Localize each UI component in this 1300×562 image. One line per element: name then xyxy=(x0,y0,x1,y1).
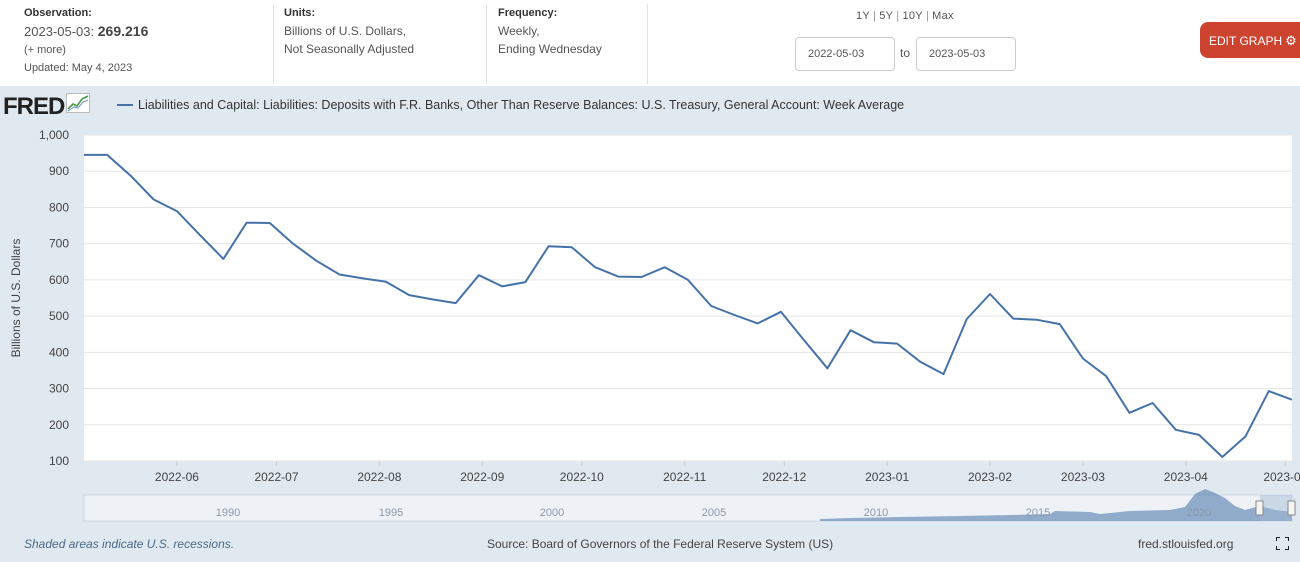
y-tick-label: 1,000 xyxy=(39,128,69,142)
time-navigator[interactable]: 1990 1995 2000 2005 2010 2015 2020 xyxy=(83,489,1296,522)
units-panel: Units: Billions of U.S. Dollars, Not Sea… xyxy=(284,4,414,58)
x-tick-label: 2022-07 xyxy=(254,470,298,484)
navigator-year-label: 2005 xyxy=(702,507,726,519)
observation-value: 269.216 xyxy=(97,23,149,39)
y-tick-label: 500 xyxy=(49,309,69,323)
y-tick-label: 700 xyxy=(49,237,69,251)
legend-swatch xyxy=(117,103,133,106)
range-max[interactable]: Max xyxy=(932,10,954,22)
divider xyxy=(647,4,648,84)
y-tick-label: 800 xyxy=(49,200,69,214)
divider xyxy=(273,4,274,84)
navigator-right-handle[interactable] xyxy=(1287,500,1296,516)
x-tick-label: 2022-12 xyxy=(762,470,806,484)
frequency-label: Frequency: xyxy=(498,7,558,19)
observation-line: 2023-05-03: 269.216 xyxy=(24,22,148,41)
navigator-year-label: 2020 xyxy=(1187,507,1211,519)
frequency-panel: Frequency: Weekly, Ending Wednesday xyxy=(498,4,602,58)
navigator-year-label: 2000 xyxy=(540,507,564,519)
range-5y[interactable]: 5Y xyxy=(879,10,894,22)
x-tick-label: 2023-04 xyxy=(1164,470,1208,484)
more-link[interactable]: (+ more) xyxy=(24,44,66,56)
fred-logo-text: FRED xyxy=(3,93,65,120)
y-axis-label: Billions of U.S. Dollars xyxy=(9,239,23,358)
info-bar: Observation: 2023-05-03: 269.216 (+ more… xyxy=(0,0,1300,86)
navigator-year-label: 1990 xyxy=(216,507,240,519)
fred-url-link[interactable]: fred.stlouisfed.org xyxy=(1138,537,1234,551)
y-tick-label: 900 xyxy=(49,164,69,178)
fullscreen-icon[interactable] xyxy=(1276,537,1289,550)
observation-panel: Observation: 2023-05-03: 269.216 (+ more… xyxy=(24,4,148,77)
navigator-window[interactable] xyxy=(1260,495,1292,521)
fred-chart-icon xyxy=(66,93,91,113)
edit-graph-button[interactable]: EDIT GRAPH ⚙ xyxy=(1200,22,1300,58)
units-line-1: Billions of U.S. Dollars, xyxy=(284,24,407,38)
fred-logo: FRED xyxy=(3,93,91,121)
observation-label: Observation: xyxy=(24,7,92,19)
y-tick-label: 400 xyxy=(49,345,69,359)
navigator-area xyxy=(820,489,1292,521)
gear-icon: ⚙ xyxy=(1285,33,1297,48)
x-tick-label: 2023-03 xyxy=(1061,470,1105,484)
recession-note: Shaded areas indicate U.S. recessions. xyxy=(24,537,235,551)
series-legend: Liabilities and Capital: Liabilities: De… xyxy=(117,98,904,112)
plot-area xyxy=(84,135,1292,461)
y-tick-label: 200 xyxy=(49,418,69,432)
x-tick-label: 2023-02 xyxy=(968,470,1012,484)
range-10y[interactable]: 10Y xyxy=(902,10,923,22)
end-date-input[interactable]: 2023-05-03 xyxy=(916,37,1016,71)
observation-date: 2023-05-03: xyxy=(24,24,95,39)
range-1y[interactable]: 1Y xyxy=(856,10,871,22)
x-tick-label: 2023-05 xyxy=(1263,470,1300,484)
y-tick-label: 300 xyxy=(49,382,69,396)
source-note: Source: Board of Governors of the Federa… xyxy=(487,537,834,551)
date-to-label: to xyxy=(900,46,911,60)
updated-date: Updated: May 4, 2023 xyxy=(24,62,133,74)
x-tick-label: 2023-01 xyxy=(865,470,909,484)
navigator-year-label: 2010 xyxy=(864,507,888,519)
x-tick-label: 2022-08 xyxy=(357,470,401,484)
navigator-left-handle[interactable] xyxy=(1255,500,1264,516)
range-selector: 1Y | 5Y | 10Y | Max xyxy=(856,10,954,22)
navigator-year-label: 1995 xyxy=(379,507,403,519)
y-tick-label: 600 xyxy=(49,273,69,287)
edit-graph-label: EDIT GRAPH xyxy=(1209,34,1283,48)
navigator-year-label: 2015 xyxy=(1026,507,1050,519)
chart-container: FRED Liabilities and Capital: Liabilitie… xyxy=(0,86,1300,562)
y-tick-label: 100 xyxy=(49,454,69,468)
x-tick-label: 2022-11 xyxy=(663,470,706,484)
line-chart: 100 200 300 400 500 600 700 800 900 1,000 2022-06… xyxy=(9,128,1300,522)
series-title-text: Liabilities and Capital: Liabilities: De… xyxy=(138,98,905,112)
divider xyxy=(486,4,487,84)
x-tick-label: 2022-09 xyxy=(460,470,504,484)
series-line xyxy=(84,153,1293,458)
start-date-input[interactable]: 2022-05-03 xyxy=(795,37,895,71)
units-line-2: Not Seasonally Adjusted xyxy=(284,42,415,56)
units-label: Units: xyxy=(284,7,316,19)
x-tick-label: 2022-10 xyxy=(560,470,604,484)
x-tick-label: 2022-06 xyxy=(155,470,199,484)
frequency-line-1: Weekly, xyxy=(498,24,540,38)
frequency-line-2: Ending Wednesday xyxy=(498,42,602,56)
